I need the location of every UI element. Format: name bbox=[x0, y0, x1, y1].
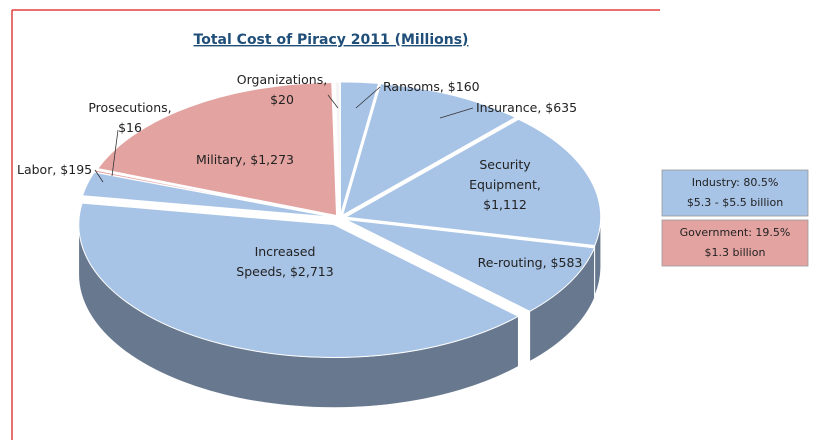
legend-box bbox=[661, 169, 809, 217]
data-label: Insurance, $635 bbox=[476, 100, 577, 115]
slice bbox=[334, 81, 341, 215]
slice bbox=[345, 218, 596, 312]
data-label: Increased Speeds, $2,713 bbox=[236, 244, 333, 279]
data-label: Re-routing, $583 bbox=[478, 255, 583, 270]
leader-line bbox=[327, 94, 339, 109]
leader-line bbox=[94, 169, 104, 183]
slice bbox=[339, 81, 380, 216]
leader-line bbox=[355, 86, 381, 109]
slice bbox=[93, 169, 335, 218]
leader-line bbox=[111, 129, 119, 177]
data-label: Organizations, $20 bbox=[237, 72, 327, 107]
data-label: Labor, $195 bbox=[17, 162, 92, 177]
chart-title: Total Cost of Piracy 2011 (Millions) bbox=[194, 32, 469, 48]
slice bbox=[78, 202, 520, 359]
legend-text: Government: 19.5% $1.3 billion bbox=[680, 226, 791, 259]
legend-box bbox=[661, 219, 809, 267]
legend-text: Industry: 80.5% $5.3 - $5.5 billion bbox=[687, 176, 783, 209]
leader-line bbox=[439, 107, 474, 119]
data-label: Ransoms, $160 bbox=[383, 79, 480, 94]
slice bbox=[341, 83, 517, 217]
slice bbox=[96, 81, 338, 217]
data-label: Prosecutions, $16 bbox=[88, 100, 171, 135]
data-label: Security Equipment, $1,112 bbox=[469, 157, 541, 212]
slice bbox=[344, 118, 602, 247]
data-label: Military, $1,273 bbox=[196, 152, 294, 167]
